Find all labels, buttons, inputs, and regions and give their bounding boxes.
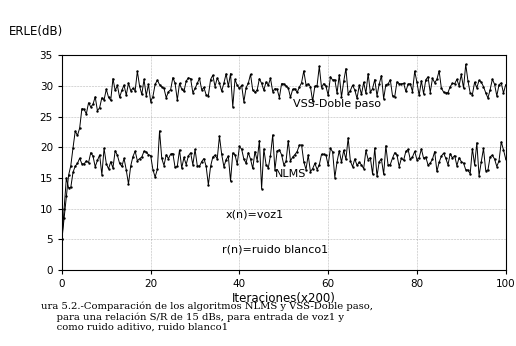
Text: ura 5.2.-Comparación de los algoritmos NLMS y VSS-Doble paso,
     para una rela: ura 5.2.-Comparación de los algoritmos N… — [41, 301, 373, 332]
Text: VSS-Doble paso: VSS-Doble paso — [293, 99, 381, 109]
X-axis label: Iteraciones(x200): Iteraciones(x200) — [232, 292, 336, 305]
Text: NLMS: NLMS — [275, 169, 307, 179]
Text: ERLE(dB): ERLE(dB) — [9, 25, 63, 38]
Text: x(n)=voz1: x(n)=voz1 — [226, 210, 284, 220]
Text: r(n)=ruido blanco1: r(n)=ruido blanco1 — [222, 245, 328, 255]
